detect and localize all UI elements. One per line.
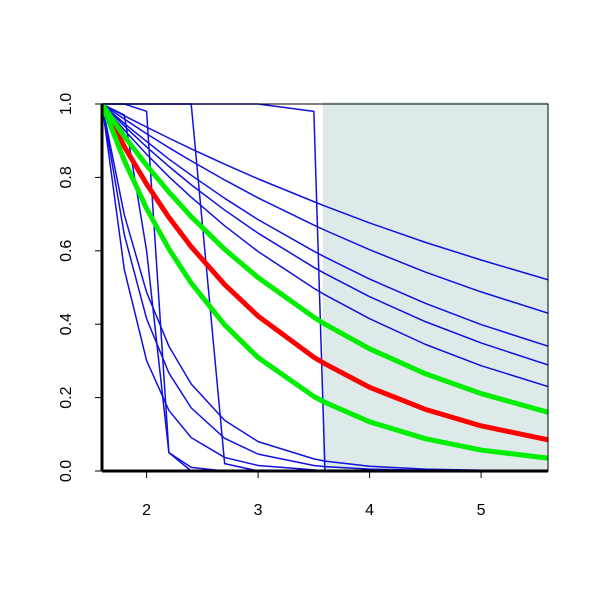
series-line [102,103,548,472]
y-tick-label: 0.6 [58,240,75,262]
y-tick-label: 0.4 [58,313,75,335]
series-line [102,103,548,314]
x-tick-label: 3 [254,502,263,519]
y-tick-label: 1.0 [58,93,75,115]
y-tick-label: 0.8 [58,166,75,188]
x-tick-label: 4 [365,502,374,519]
series-line [102,102,548,443]
x-tick-label: 5 [477,502,486,519]
series-line [102,103,548,347]
series-line [102,103,548,461]
series-line [102,103,548,281]
y-tick-label: 0.0 [58,460,75,482]
series-line [102,102,548,415]
series-line [102,103,548,388]
x-tick-label: 2 [142,502,151,519]
y-tick-label: 0.2 [58,386,75,408]
series-line [102,103,548,366]
